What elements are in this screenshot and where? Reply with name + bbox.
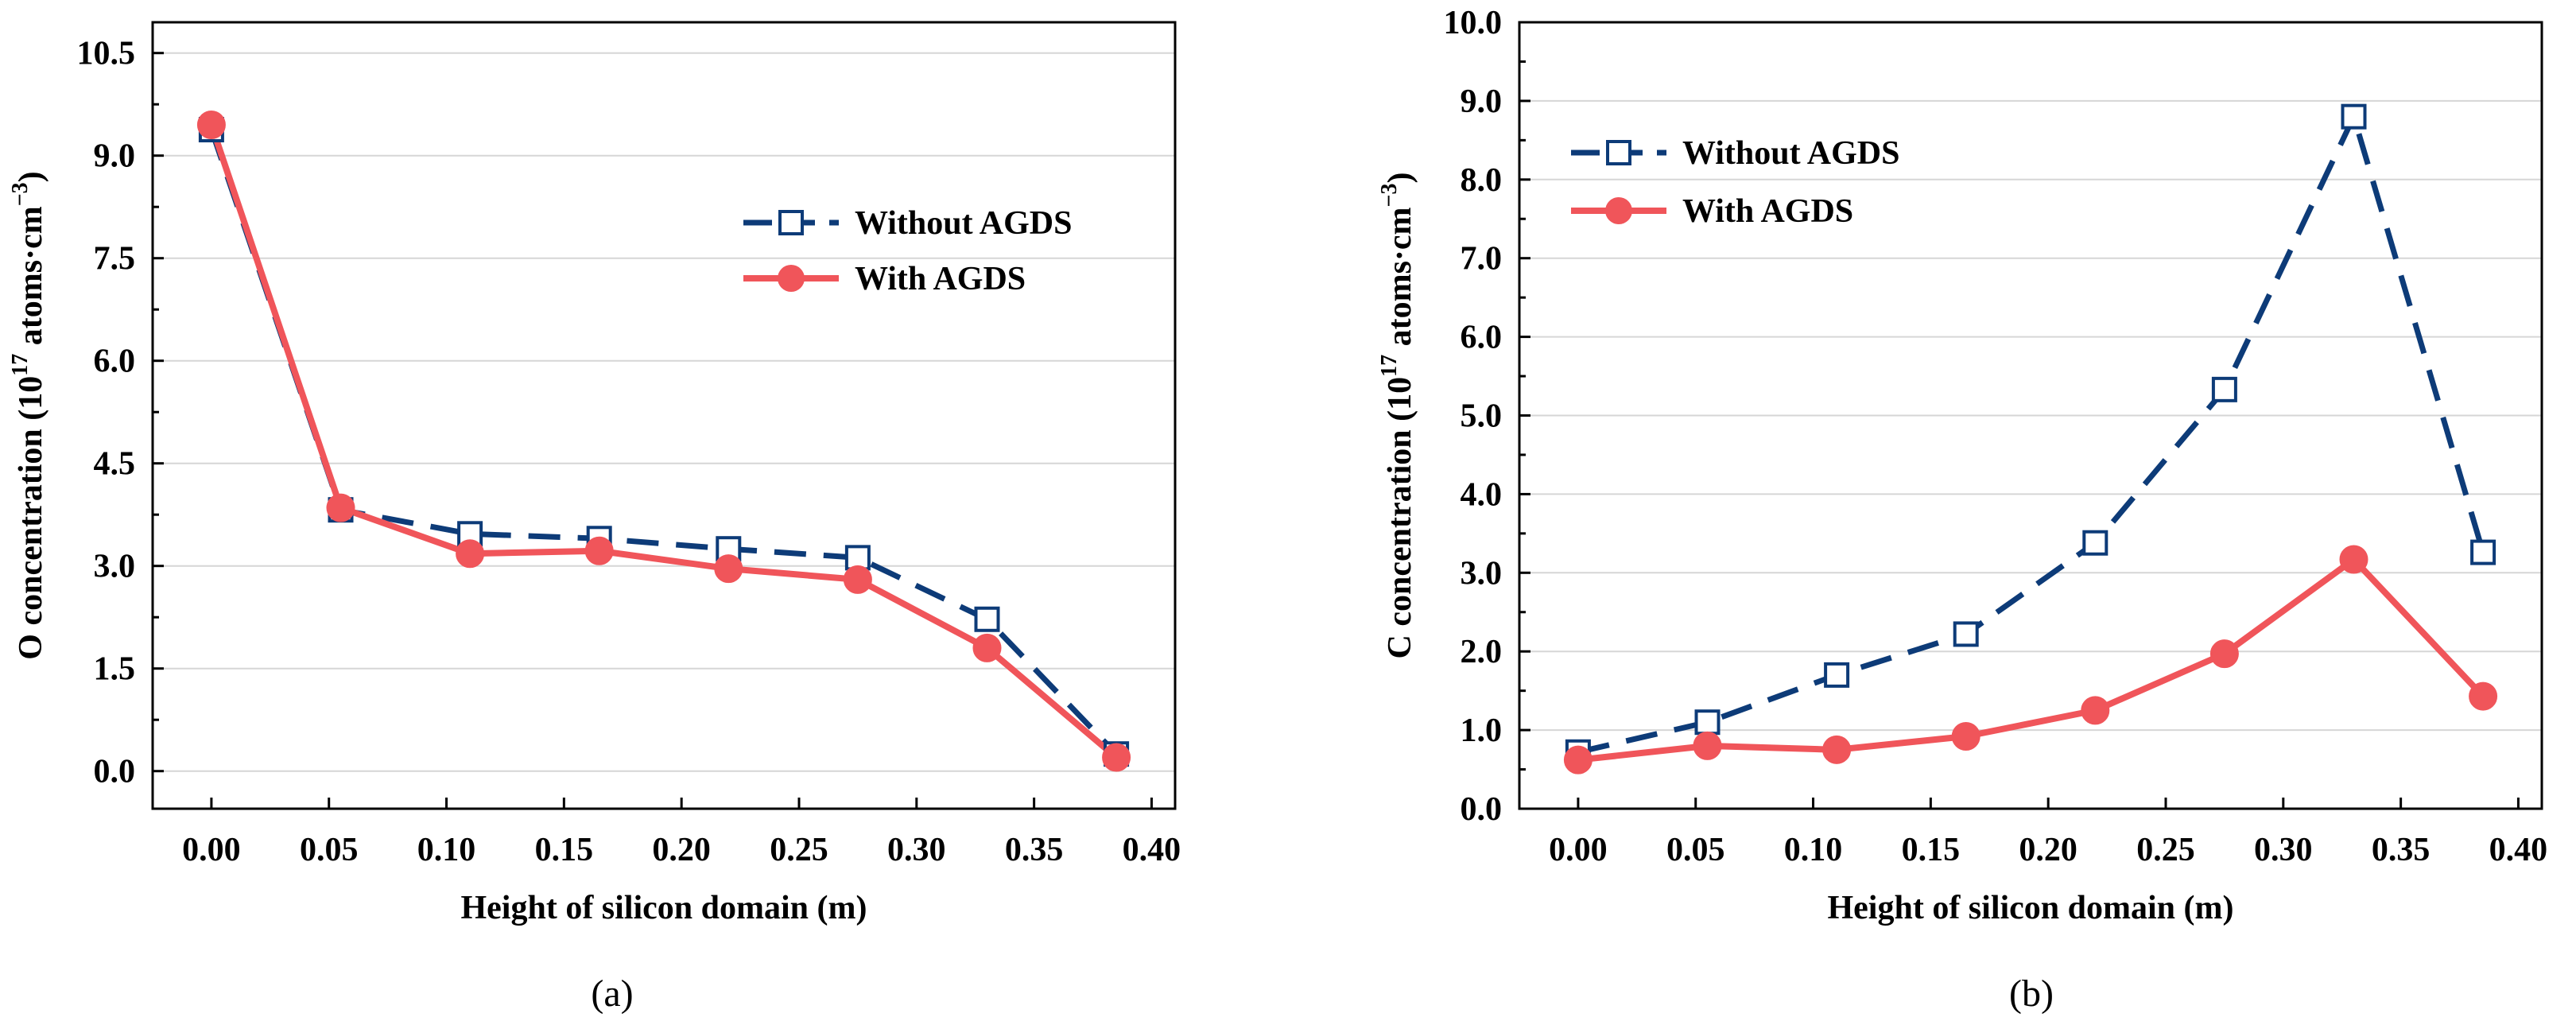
legend-label: With AGDS [1682, 193, 1853, 230]
y-axis-label-unit: atoms·cm [13, 206, 49, 353]
x-tick-label: 0.35 [1005, 832, 1064, 868]
data-point-without-agds [1824, 662, 1850, 688]
data-point-without-agds [974, 606, 1000, 632]
x-tick-label: 0.25 [2136, 832, 2195, 868]
y-tick-label: 0.0 [94, 754, 136, 790]
data-point-with-agds [584, 536, 614, 565]
data-point-with-agds [2081, 696, 2110, 725]
panel-label: (a) [591, 973, 633, 1015]
x-tick-label: 0.20 [2019, 832, 2077, 868]
y-tick-label: 9.0 [94, 138, 136, 175]
x-axis-label: Height of silicon domain (m) [1828, 890, 2234, 926]
y-tick-label: 7.5 [94, 241, 136, 278]
y-tick-label: 4.5 [94, 446, 136, 483]
x-tick-label: 0.25 [770, 832, 828, 868]
legend-marker-square [778, 210, 804, 235]
x-tick-label: 0.10 [1784, 832, 1843, 868]
legend-label: Without AGDS [1682, 135, 1899, 172]
series-line-without-agds [1577, 114, 2486, 755]
y-tick-label: 3.0 [94, 549, 136, 585]
y-tick-label: 9.0 [1461, 83, 1503, 120]
y-tick-label: 1.5 [94, 651, 136, 688]
x-tick-label: 0.40 [2489, 832, 2548, 868]
y-axis-label: O concentration (1017 atoms·cm−3) [8, 171, 49, 659]
y-tick-label: 6.0 [1461, 320, 1503, 356]
x-tick-label: 0.05 [300, 832, 359, 868]
x-tick-label: 0.40 [1123, 832, 1181, 868]
data-point-with-agds [456, 539, 485, 569]
data-point-without-agds [2082, 530, 2109, 556]
legend: Without AGDS With AGDS [743, 205, 1072, 297]
y-tick-label: 2.0 [1461, 634, 1503, 670]
data-point-without-agds [1953, 621, 1979, 647]
chart-panel-b: 0.0 1.0 2.0 3.0 4.0 5.0 6.0 7.0 8.0 9.0 10.0 0.00 0.… [1377, 5, 2547, 1015]
data-point-with-agds [1693, 731, 1722, 760]
legend-label: Without AGDS [855, 205, 1072, 242]
y-axis-label-close: ) [1382, 172, 1418, 183]
y-axis-label: C concentration (1017 atoms·cm−3) [1377, 172, 1418, 658]
y-axis-label-close: ) [13, 171, 49, 182]
data-point-with-agds [972, 633, 1002, 662]
data-point-without-agds [1694, 709, 1721, 736]
y-tick-label: 1.0 [1461, 712, 1503, 749]
x-tick-label: 0.05 [1666, 832, 1725, 868]
x-tick-label: 0.00 [1549, 832, 1608, 868]
x-tick-label: 0.30 [2254, 832, 2313, 868]
y-tick-label: 0.0 [1461, 791, 1503, 828]
data-point-with-agds [843, 565, 872, 594]
panel-label: (b) [2009, 973, 2054, 1015]
data-point-without-agds [2341, 103, 2367, 130]
y-axis-label-main: C concentration (10 [1382, 377, 1418, 659]
y-axis-label-exp2: −3 [1377, 183, 1402, 207]
data-point-with-agds [2469, 681, 2498, 711]
x-tick-label: 0.15 [535, 832, 594, 868]
x-tick-label: 0.30 [887, 832, 946, 868]
y-axis-label-main: O concentration (10 [13, 376, 49, 660]
chart-panel-a: 0.0 1.5 3.0 4.5 6.0 7.5 9.0 10.5 0.00 0.05 0.10 0.1… [8, 21, 1181, 1015]
series-line-with-agds [208, 123, 1119, 760]
series-line-with-agds [1577, 556, 2485, 763]
y-tick-label: 5.0 [1461, 398, 1503, 435]
data-point-without-agds [2211, 376, 2237, 402]
plot-frame [1518, 21, 2543, 810]
legend-marker-circle [1605, 197, 1632, 224]
y-axis-label-exp2: −3 [8, 182, 33, 206]
data-point-with-agds [1102, 743, 1131, 772]
y-axis-label-exp1: 17 [1377, 355, 1402, 377]
x-axis-label: Height of silicon domain (m) [461, 890, 867, 926]
legend: Without AGDS With AGDS [1571, 135, 1899, 230]
data-point-with-agds [1951, 722, 1980, 751]
data-point-without-agds [844, 545, 871, 571]
y-axis-label-exp1: 17 [8, 354, 33, 376]
plot-frame [151, 21, 1177, 810]
x-tick-label: 0.15 [1902, 832, 1961, 868]
data-point-with-agds [326, 493, 355, 522]
data-point-without-agds [2470, 539, 2496, 565]
data-point-with-agds [196, 111, 226, 139]
data-point-with-agds [2209, 639, 2239, 669]
x-tick-label: 0.00 [182, 832, 241, 868]
y-tick-label: 6.0 [94, 344, 136, 380]
data-point-with-agds [2339, 545, 2368, 574]
x-tick-label: 0.35 [2372, 832, 2431, 868]
y-tick-label: 8.0 [1461, 162, 1503, 199]
y-tick-label: 4.0 [1461, 476, 1503, 513]
x-tick-label: 0.20 [652, 832, 711, 868]
legend-marker-circle [778, 265, 805, 292]
x-tick-label: 0.10 [417, 832, 476, 868]
y-tick-label: 7.0 [1461, 241, 1503, 278]
legend-label: With AGDS [855, 261, 1026, 297]
data-point-with-agds [714, 554, 743, 584]
data-point-with-agds [1822, 735, 1852, 764]
legend-marker-square [1606, 140, 1631, 165]
y-tick-label: 10.5 [77, 36, 136, 72]
y-tick-label: 3.0 [1461, 555, 1503, 592]
y-axis-label-unit: atoms·cm [1382, 207, 1418, 354]
y-tick-label: 10.0 [1444, 5, 1503, 41]
data-point-with-agds [1563, 745, 1593, 775]
